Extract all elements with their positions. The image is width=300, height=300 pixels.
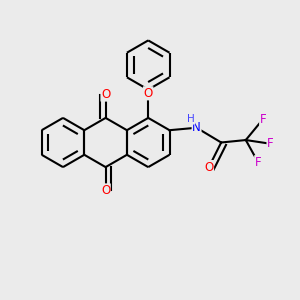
Text: F: F bbox=[260, 112, 266, 126]
Text: O: O bbox=[101, 88, 110, 101]
Text: O: O bbox=[144, 87, 153, 100]
Text: O: O bbox=[204, 160, 214, 174]
Text: O: O bbox=[101, 184, 110, 197]
Text: F: F bbox=[267, 137, 274, 150]
Text: N: N bbox=[192, 121, 201, 134]
Text: F: F bbox=[255, 156, 261, 169]
Text: H: H bbox=[187, 114, 195, 124]
